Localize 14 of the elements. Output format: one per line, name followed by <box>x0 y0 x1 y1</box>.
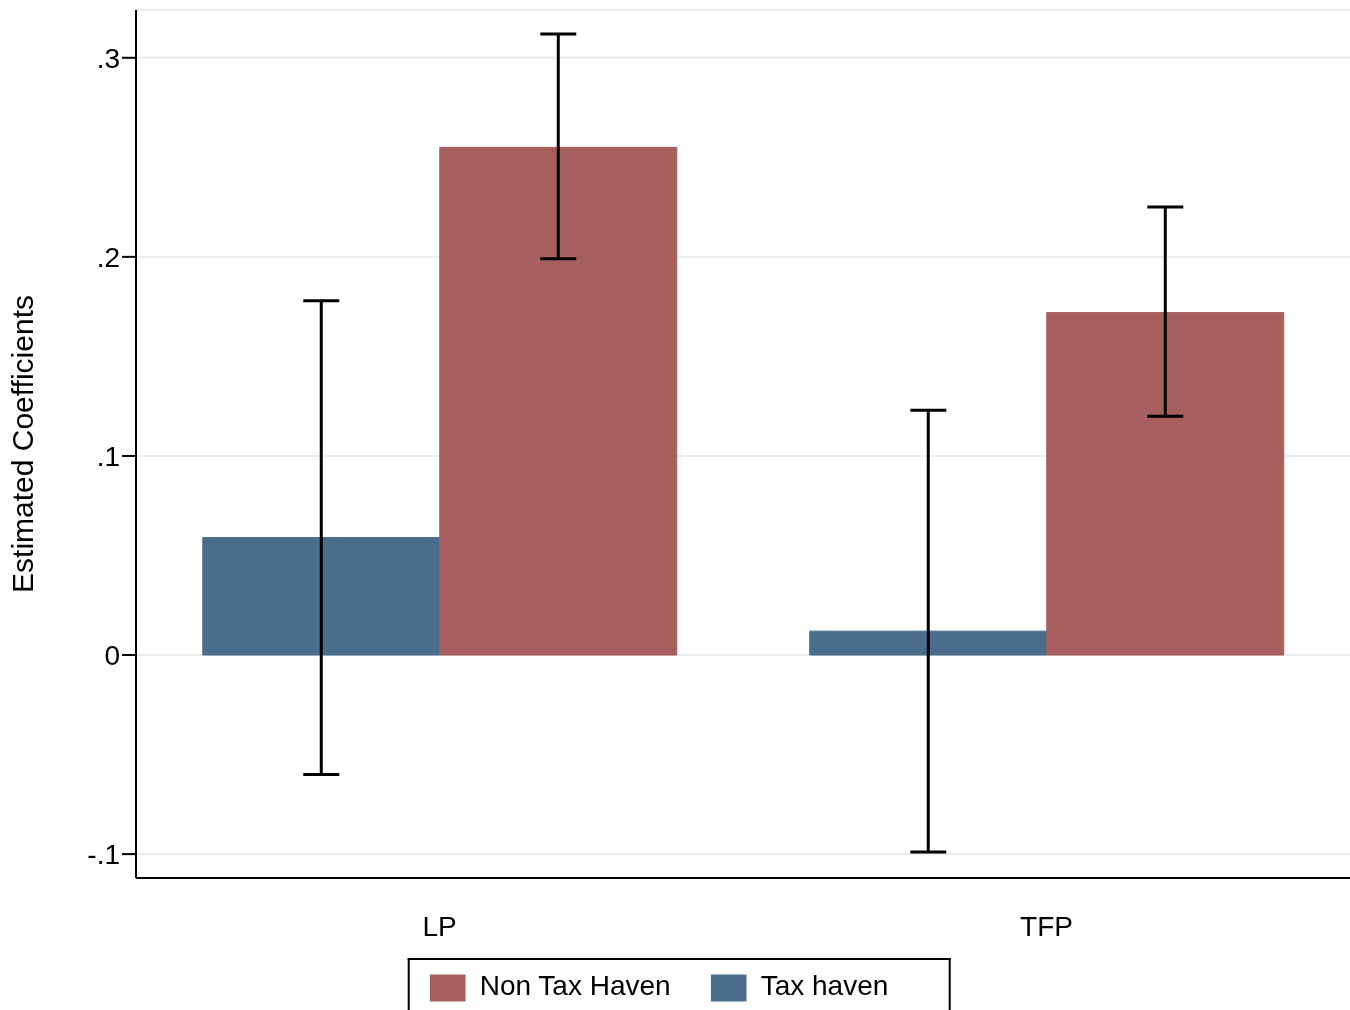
y-tick-label: .3 <box>96 42 120 74</box>
legend-label: Tax haven <box>760 970 889 1002</box>
bar <box>809 630 1048 656</box>
y-tick-label: .2 <box>96 241 120 273</box>
y-tick-label: .1 <box>96 440 120 472</box>
x-tick-label: LP <box>422 910 457 942</box>
legend-label: Non Tax Haven <box>479 970 671 1002</box>
bar <box>202 537 441 656</box>
bar <box>1046 312 1285 656</box>
y-axis-title: Estimated Coefficients <box>5 295 39 593</box>
bar <box>439 146 678 656</box>
y-tick-label: -.1 <box>87 839 120 871</box>
x-tick-label: TFP <box>1020 910 1073 942</box>
y-tick-label: 0 <box>104 639 120 671</box>
